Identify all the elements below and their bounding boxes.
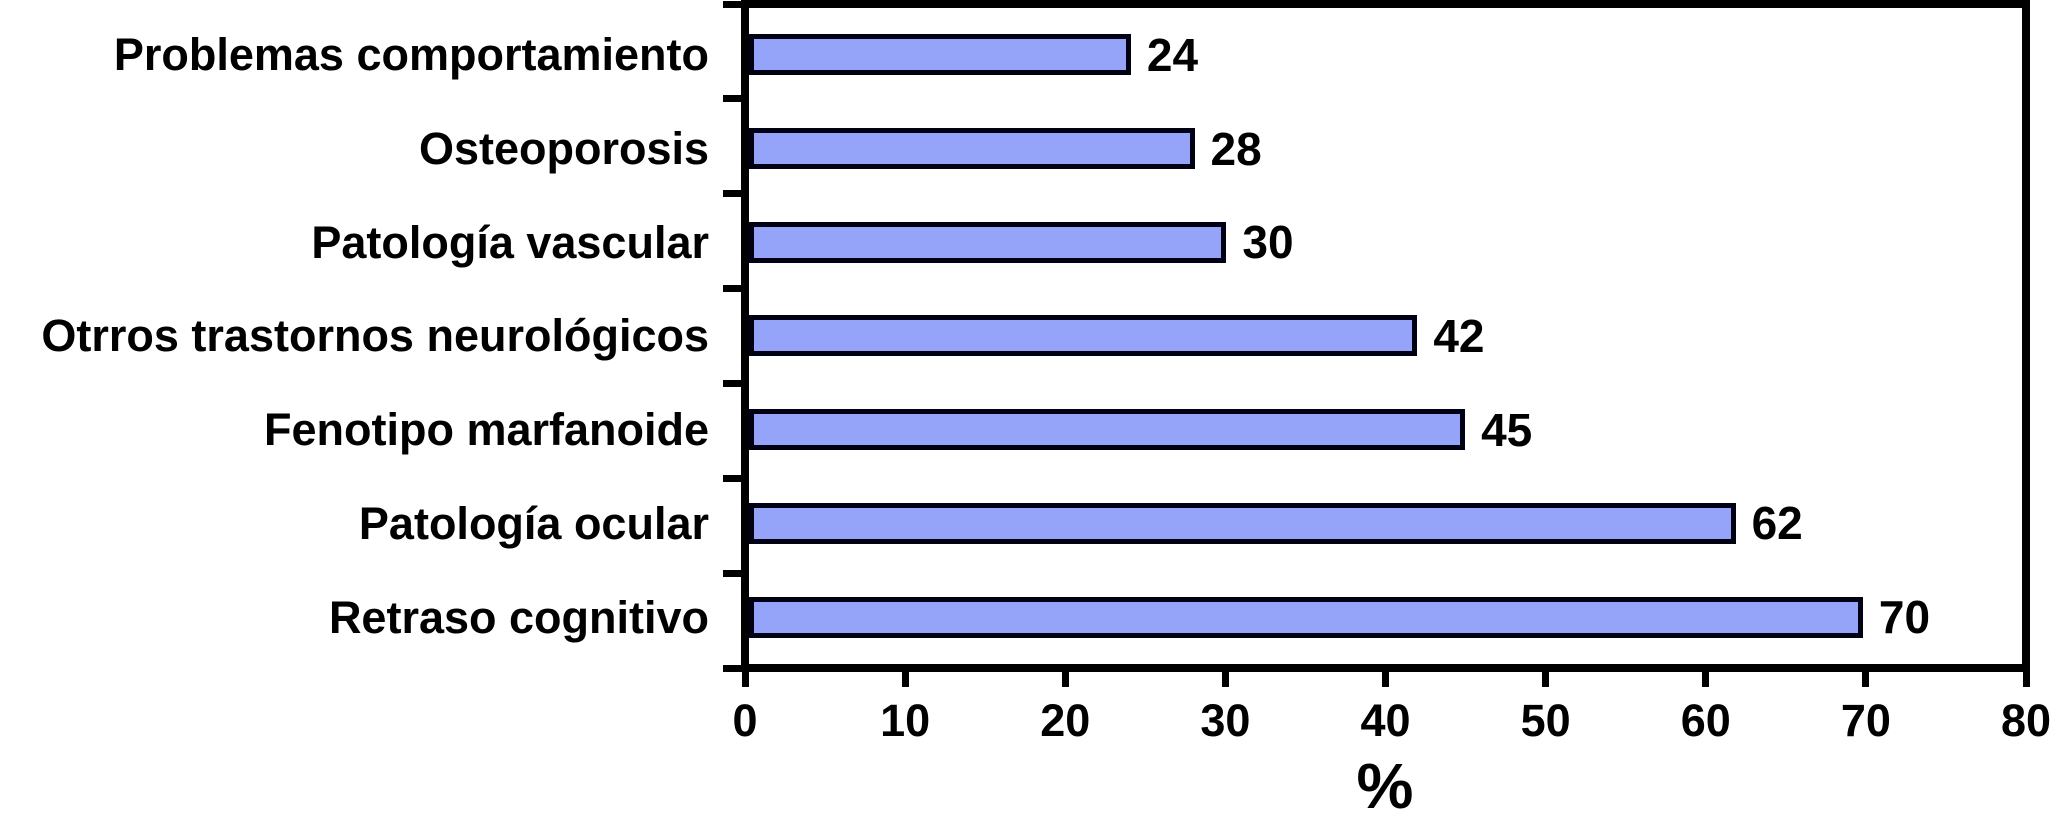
bar-series: 24 28 30 42 45 62 70 [749, 8, 2022, 664]
category-tick [723, 95, 741, 103]
bar-row: 45 [749, 383, 2022, 477]
value-label: 30 [1242, 216, 1294, 269]
bar [749, 128, 1195, 170]
value-label: 24 [1146, 28, 1199, 81]
value-tick [1702, 672, 1710, 687]
value-tick-label: 70 [1840, 695, 1891, 746]
category-tick [723, 0, 741, 8]
value-tick-label: 60 [1680, 695, 1731, 746]
bar-row: 24 [749, 8, 2022, 102]
value-tick-label: 30 [1200, 695, 1251, 746]
value-tick-label: 80 [2000, 695, 2052, 746]
category-tick [723, 379, 741, 387]
value-label: 70 [1878, 591, 1931, 644]
value-label: 28 [1210, 122, 1262, 175]
category-tick [723, 285, 741, 293]
value-label: 45 [1481, 403, 1533, 456]
category-label: Patología ocular [358, 497, 709, 549]
value-tick-label: 10 [880, 695, 931, 746]
value-tick [1542, 672, 1550, 687]
value-tick [741, 672, 749, 687]
bar [749, 34, 1131, 76]
category-tick [723, 190, 741, 198]
value-tick-label: 20 [1040, 695, 1091, 746]
value-label: 62 [1751, 497, 1803, 550]
value-tick-label: 50 [1520, 695, 1571, 746]
category-label: Fenotipo marfanoide [263, 404, 709, 456]
plot-area: 24 28 30 42 45 62 70 [741, 0, 2030, 672]
category-axis: Problemas comportamiento Osteoporosis Pato… [0, 8, 723, 664]
bar-row: 28 [749, 102, 2022, 196]
x-axis-title: % [1356, 750, 1414, 822]
bar [749, 409, 1466, 451]
bar-row: 70 [749, 570, 2022, 664]
value-tick [1382, 672, 1389, 687]
value-label: 42 [1433, 309, 1485, 362]
category-label: Patología vascular [311, 216, 709, 268]
value-tick-label: 40 [1360, 695, 1411, 746]
bar [749, 502, 1736, 544]
category-label: Retraso cognitivo [328, 591, 709, 643]
bar-row: 62 [749, 477, 2022, 571]
bar [749, 596, 1863, 638]
category-tick [723, 474, 741, 482]
category-label: Otrros trastornos neurológicos [41, 310, 709, 362]
category-label: Problemas comportamiento [113, 29, 709, 81]
category-label: Osteoporosis [418, 123, 709, 175]
value-tick [1862, 672, 1870, 687]
value-tick [1061, 672, 1069, 687]
category-tick [723, 664, 741, 672]
value-tick [2022, 672, 2030, 687]
category-tick [723, 569, 741, 577]
value-tick-label: 0 [732, 695, 758, 746]
value-tick [901, 672, 909, 687]
bar [749, 315, 1418, 357]
bar [749, 221, 1227, 263]
bar-row: 30 [749, 195, 2022, 289]
value-tick [1221, 672, 1229, 687]
bar-row: 42 [749, 289, 2022, 383]
